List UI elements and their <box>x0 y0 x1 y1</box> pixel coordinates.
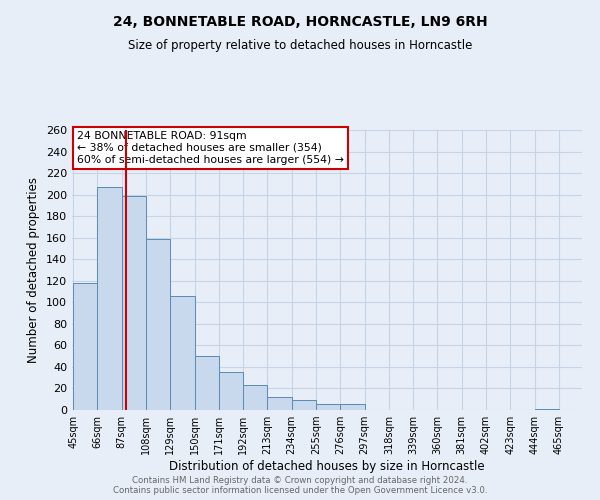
Bar <box>243 385 268 410</box>
Bar <box>535 409 559 410</box>
Bar <box>97 187 122 410</box>
Bar <box>122 196 146 410</box>
Text: 24 BONNETABLE ROAD: 91sqm
← 38% of detached houses are smaller (354)
60% of semi: 24 BONNETABLE ROAD: 91sqm ← 38% of detac… <box>77 132 344 164</box>
Text: Size of property relative to detached houses in Horncastle: Size of property relative to detached ho… <box>128 39 472 52</box>
Bar <box>292 400 316 410</box>
Y-axis label: Number of detached properties: Number of detached properties <box>28 177 40 363</box>
Text: Contains HM Land Registry data © Crown copyright and database right 2024.
Contai: Contains HM Land Registry data © Crown c… <box>113 476 487 495</box>
Bar <box>73 283 97 410</box>
Bar <box>316 404 340 410</box>
Bar <box>194 356 219 410</box>
X-axis label: Distribution of detached houses by size in Horncastle: Distribution of detached houses by size … <box>169 460 485 473</box>
Bar <box>219 372 243 410</box>
Bar <box>146 239 170 410</box>
Text: 24, BONNETABLE ROAD, HORNCASTLE, LN9 6RH: 24, BONNETABLE ROAD, HORNCASTLE, LN9 6RH <box>113 15 487 29</box>
Bar <box>268 397 292 410</box>
Bar <box>340 404 365 410</box>
Bar <box>170 296 194 410</box>
